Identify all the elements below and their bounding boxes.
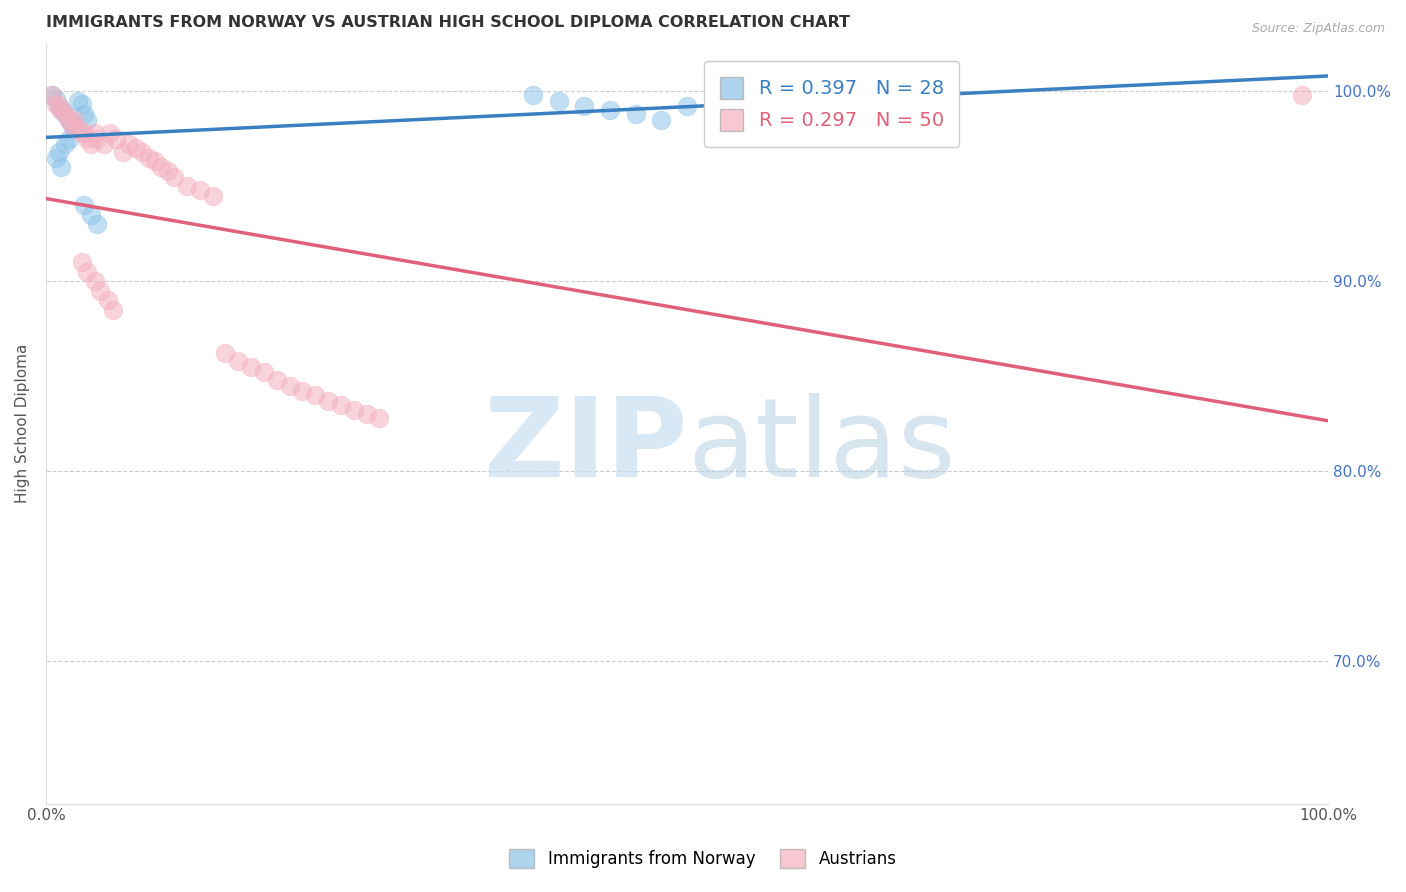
Point (101, 302, 124, 317)
Point (80, 208, 103, 222)
Point (316, 393, 339, 408)
Point (60, 116, 83, 130)
Point (63, 112, 86, 127)
Point (624, 107, 647, 121)
Point (522, 87, 544, 102)
Point (650, 112, 672, 127)
Point (73, 107, 96, 121)
Point (73, 198, 96, 212)
Point (58, 112, 80, 127)
Point (48, 99, 70, 113)
Point (118, 137, 141, 152)
Point (73, 126, 96, 140)
Point (48, 99, 70, 113)
Point (574, 99, 596, 113)
Point (41, 87, 63, 102)
Point (51, 103, 73, 118)
Point (98, 126, 121, 140)
Point (188, 183, 211, 197)
Point (53, 107, 76, 121)
Point (86, 217, 108, 231)
Point (89, 284, 111, 298)
Point (86, 131, 108, 145)
Point (156, 164, 179, 178)
Point (51, 160, 73, 174)
Point (214, 346, 236, 360)
Point (240, 359, 263, 374)
Legend: R = 0.397   N = 28, R = 0.297   N = 50: R = 0.397 N = 28, R = 0.297 N = 50 (704, 61, 959, 147)
Point (131, 145, 153, 159)
Point (599, 103, 621, 118)
Point (70, 255, 93, 269)
Point (343, 403, 366, 417)
Legend: Immigrants from Norway, Austrians: Immigrants from Norway, Austrians (503, 842, 903, 875)
Point (143, 154, 166, 169)
Point (291, 384, 314, 399)
Point (266, 373, 288, 387)
Text: ZIP: ZIP (484, 393, 688, 500)
Y-axis label: High School Diploma: High School Diploma (15, 344, 30, 503)
Point (368, 411, 391, 425)
Point (329, 398, 352, 412)
Point (547, 94, 569, 108)
Point (83, 126, 105, 140)
Point (304, 388, 326, 402)
Point (66, 94, 89, 108)
Point (676, 99, 699, 113)
Point (278, 378, 301, 392)
Point (111, 145, 134, 159)
Point (96, 293, 118, 307)
Point (45, 92, 67, 106)
Point (45, 151, 67, 165)
Point (702, 103, 724, 118)
Point (58, 112, 80, 127)
Text: IMMIGRANTS FROM NORWAY VS AUSTRIAN HIGH SCHOOL DIPLOMA CORRELATION CHART: IMMIGRANTS FROM NORWAY VS AUSTRIAN HIGH … (46, 15, 851, 30)
Text: Source: ZipAtlas.com: Source: ZipAtlas.com (1251, 22, 1385, 36)
Point (45, 97, 67, 112)
Point (60, 119, 83, 133)
Point (150, 160, 173, 174)
Point (70, 97, 93, 112)
Point (51, 103, 73, 118)
Point (80, 137, 103, 152)
Point (66, 122, 89, 136)
Point (83, 274, 105, 288)
Point (163, 169, 186, 184)
Text: atlas: atlas (688, 393, 956, 500)
Point (356, 407, 378, 421)
Point (226, 354, 249, 368)
Point (41, 87, 63, 102)
Point (93, 137, 115, 152)
Point (76, 265, 98, 279)
Point (53, 107, 76, 121)
Point (53, 137, 76, 152)
Point (105, 131, 128, 145)
Point (58, 131, 80, 145)
Point (1291, 87, 1313, 102)
Point (70, 126, 93, 140)
Point (63, 122, 86, 136)
Point (125, 141, 148, 155)
Point (76, 131, 98, 145)
Point (48, 145, 70, 159)
Point (76, 112, 98, 127)
Point (138, 151, 160, 165)
Point (253, 365, 276, 379)
Point (201, 188, 224, 202)
Point (176, 179, 198, 194)
